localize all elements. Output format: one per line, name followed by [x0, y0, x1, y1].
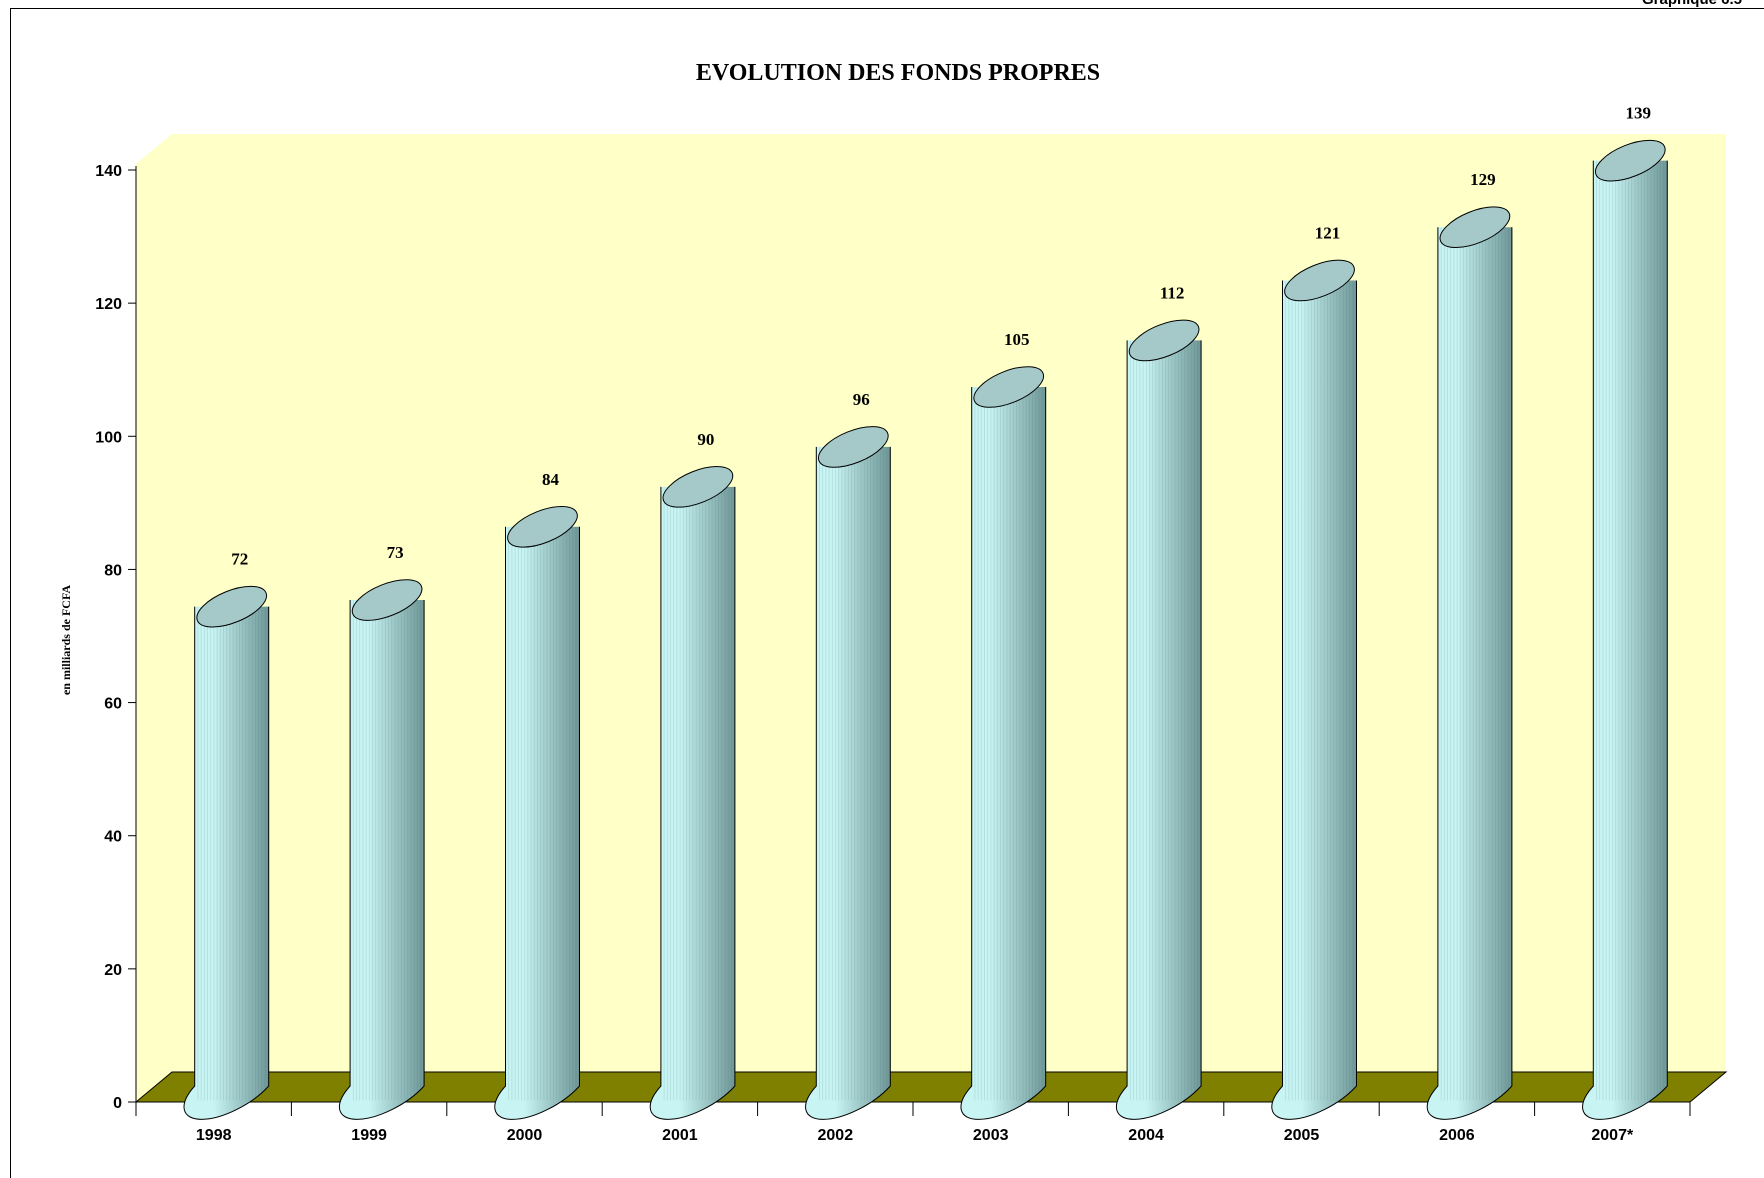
bar-outline [338, 600, 425, 1120]
y-tick-label: 0 [113, 1095, 122, 1112]
y-tick-label: 120 [95, 296, 122, 313]
bar-body [339, 600, 425, 1120]
chart-title: EVOLUTION DES FONDS PROPRES [696, 60, 1100, 86]
bar-body [1116, 340, 1202, 1120]
bar-top [1284, 259, 1355, 302]
bar [960, 366, 1047, 1120]
bar-series [183, 139, 1668, 1120]
y-axis-label: en milliards de FCFA [59, 585, 73, 695]
y-tick-label: 60 [104, 696, 122, 713]
bar [1582, 139, 1668, 1120]
x-axis: 1998 1999 2000 2001 2002 2003 2004 2005 2006 2007… [135, 1101, 1691, 1144]
bar-outline [183, 606, 270, 1120]
x-tick-label: 2007* [1591, 1127, 1634, 1144]
x-tick-label: 1999 [351, 1127, 387, 1144]
data-label: 129 [1470, 170, 1496, 189]
bar-body [650, 486, 735, 1120]
data-label: 105 [1004, 330, 1030, 349]
bar-top [817, 426, 889, 468]
x-tick-label: 2004 [1128, 1127, 1164, 1144]
y-tick-label: 40 [104, 829, 122, 846]
y-tick-label: 140 [95, 163, 122, 180]
bar [183, 585, 270, 1120]
bar-top [351, 579, 423, 621]
bar-body [960, 387, 1046, 1120]
bar [1115, 319, 1202, 1120]
bar-top [1594, 139, 1666, 182]
x-tick-label: 2003 [973, 1127, 1009, 1144]
page-label: Graphique 6.5 [1642, 0, 1742, 8]
chart-frame [10, 8, 1764, 1178]
bar [649, 466, 736, 1120]
data-label: 90 [697, 430, 714, 449]
y-tick-label: 80 [104, 562, 122, 579]
data-label: 139 [1626, 104, 1652, 123]
data-label: 121 [1315, 223, 1341, 242]
bar-outline [1426, 227, 1513, 1120]
data-label: 72 [231, 550, 248, 569]
bar [338, 579, 425, 1120]
bar-top [507, 505, 578, 548]
data-label: 84 [542, 470, 560, 489]
bar-outline [1582, 160, 1668, 1120]
bar [1426, 206, 1513, 1120]
y-tick-label: 100 [95, 429, 122, 446]
bar-outline [494, 526, 580, 1120]
data-label: 112 [1160, 283, 1185, 302]
x-tick-label: 2001 [662, 1127, 698, 1144]
bar-body [1582, 160, 1668, 1120]
data-label: 73 [387, 543, 404, 562]
bar-body [184, 606, 269, 1120]
bar-outline [1115, 340, 1202, 1120]
bar-top [196, 585, 268, 628]
data-label: 96 [853, 390, 870, 409]
x-tick-label: 1998 [196, 1127, 232, 1144]
x-tick-label: 2002 [818, 1127, 854, 1144]
bar-body [494, 526, 580, 1120]
bar-body [1427, 227, 1512, 1120]
bar [494, 505, 580, 1120]
x-tick-label: 2005 [1284, 1127, 1320, 1144]
bar-top [973, 366, 1045, 408]
bar-outline [805, 446, 891, 1120]
data-labels: 72 73 84 90 96 105 112 121 129 139 [231, 104, 1651, 569]
bar-outline [649, 486, 736, 1120]
bar-body [1271, 280, 1357, 1120]
y-tick-label: 20 [104, 962, 122, 979]
y-axis: 0 20 40 60 80 100 120 140 [95, 163, 137, 1112]
x-tick-label: 2000 [507, 1127, 543, 1144]
bar-outline [1271, 280, 1357, 1120]
bar-body [805, 446, 891, 1120]
bar-top [662, 466, 734, 508]
bar-outline [960, 387, 1047, 1120]
bar-top [1439, 206, 1511, 249]
bar-top [1128, 319, 1200, 362]
bar [805, 426, 891, 1120]
x-tick-label: 2006 [1439, 1127, 1475, 1144]
bar [1271, 259, 1357, 1120]
